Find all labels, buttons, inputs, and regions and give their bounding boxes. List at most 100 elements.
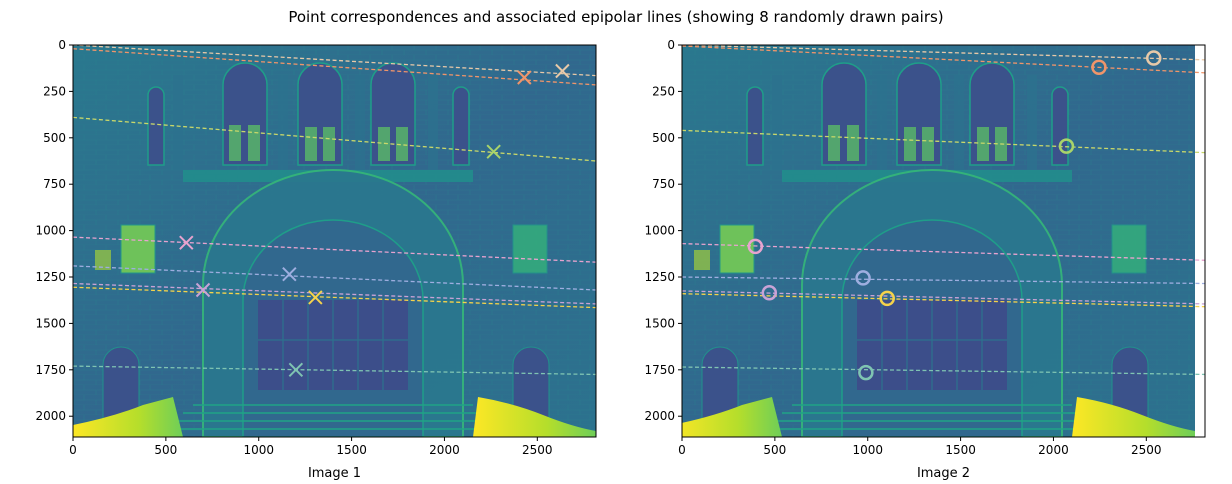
epipolar-line-2 bbox=[682, 45, 1205, 74]
point-x-marker-4 bbox=[179, 235, 194, 250]
epipolar-line-7 bbox=[73, 286, 596, 309]
y-tick: 1500 bbox=[35, 316, 73, 330]
epipolar-line-3 bbox=[73, 116, 596, 162]
y-tick-label: 500 bbox=[652, 131, 675, 145]
x-tick-label: 500 bbox=[154, 443, 177, 457]
y-tick-label: 0 bbox=[58, 38, 66, 52]
epipolar-line-3 bbox=[682, 129, 1205, 154]
y-tick: 1250 bbox=[644, 270, 682, 284]
y-tick: 1000 bbox=[644, 224, 682, 238]
epipolar-line-8 bbox=[73, 365, 596, 376]
epipolar-line-2 bbox=[73, 48, 596, 86]
epipolar-line-1 bbox=[73, 45, 596, 77]
point-circle-marker-4 bbox=[747, 238, 764, 255]
point-circle-marker-7 bbox=[879, 290, 895, 307]
x-tick: 500 bbox=[154, 437, 177, 457]
x-tick: 2500 bbox=[1131, 437, 1162, 457]
x-tick-label: 500 bbox=[763, 443, 786, 457]
y-tick-label: 1000 bbox=[644, 224, 675, 238]
epipolar-line-4 bbox=[73, 236, 596, 263]
y-tick: 1000 bbox=[35, 224, 73, 238]
y-tick-label: 1500 bbox=[35, 316, 66, 330]
x-tick-label: 1500 bbox=[945, 443, 976, 457]
point-circle-marker-8 bbox=[858, 364, 874, 381]
epipolar-line-6 bbox=[682, 290, 1205, 305]
y-tick: 750 bbox=[43, 177, 73, 191]
axes-2: 0 500 1000 1500 2000 2500 0 250 500 750 1000 1250 15… bbox=[644, 38, 1206, 481]
y-tick-label: 2000 bbox=[35, 409, 66, 423]
y-tick-label: 2000 bbox=[644, 409, 675, 423]
x-tick: 0 bbox=[678, 437, 686, 457]
epipolar-line-5 bbox=[682, 276, 1205, 285]
point-circle-marker-5 bbox=[855, 270, 871, 286]
y-tick-label: 750 bbox=[652, 177, 675, 191]
y-tick: 500 bbox=[43, 131, 73, 145]
y-tick: 750 bbox=[652, 177, 682, 191]
x-tick-label: 2500 bbox=[1131, 443, 1162, 457]
y-tick: 250 bbox=[43, 84, 73, 98]
point-x-marker-2 bbox=[517, 70, 532, 85]
x-tick: 1500 bbox=[945, 437, 976, 457]
x-tick-label: 1000 bbox=[243, 443, 274, 457]
x-axis-label: Image 1 bbox=[308, 466, 361, 481]
x-tick-label: 2000 bbox=[1038, 443, 1069, 457]
point-circle-marker-3 bbox=[1058, 138, 1075, 154]
point-circle-marker-1 bbox=[1145, 50, 1162, 66]
y-tick-label: 250 bbox=[652, 84, 675, 98]
point-x-marker-7 bbox=[308, 290, 323, 305]
y-tick-label: 1250 bbox=[644, 270, 675, 284]
y-tick: 250 bbox=[652, 84, 682, 98]
x-tick: 1000 bbox=[852, 437, 883, 457]
x-tick-label: 0 bbox=[69, 443, 77, 457]
epipolar-line-7 bbox=[682, 293, 1205, 308]
x-tick: 1500 bbox=[336, 437, 367, 457]
y-tick: 0 bbox=[667, 38, 682, 52]
epipolar-line-8 bbox=[682, 366, 1205, 376]
x-tick-label: 1000 bbox=[852, 443, 883, 457]
figure-title: Point correspondences and associated epi… bbox=[288, 8, 944, 26]
y-tick-label: 250 bbox=[43, 84, 66, 98]
axes-frame bbox=[681, 44, 1206, 438]
y-tick: 1500 bbox=[644, 316, 682, 330]
point-circle-marker-6 bbox=[761, 285, 778, 301]
y-tick-label: 1000 bbox=[35, 224, 66, 238]
point-x-marker-6 bbox=[195, 282, 211, 298]
y-tick: 1750 bbox=[644, 363, 682, 377]
epipolar-line-5 bbox=[73, 265, 596, 291]
y-tick-label: 0 bbox=[667, 38, 675, 52]
x-tick-label: 1500 bbox=[336, 443, 367, 457]
x-tick: 2500 bbox=[522, 437, 553, 457]
y-tick-label: 500 bbox=[43, 131, 66, 145]
x-tick-label: 0 bbox=[678, 443, 686, 457]
y-tick: 1750 bbox=[35, 363, 73, 377]
point-x-marker-3 bbox=[486, 144, 501, 159]
x-tick: 2000 bbox=[429, 437, 460, 457]
x-tick: 1000 bbox=[243, 437, 274, 457]
y-tick-label: 1500 bbox=[644, 316, 675, 330]
y-tick-label: 1750 bbox=[35, 363, 66, 377]
axes-1: 0 500 1000 1500 2000 2500 0 250 500 750 1000 1250 15… bbox=[35, 38, 597, 481]
epipolar-line-4 bbox=[682, 242, 1205, 261]
point-x-marker-1 bbox=[555, 63, 570, 79]
epipolar-line-1 bbox=[682, 45, 1205, 61]
point-x-marker-8 bbox=[288, 362, 304, 378]
x-tick: 500 bbox=[763, 437, 786, 457]
y-tick: 500 bbox=[652, 131, 682, 145]
point-circle-marker-2 bbox=[1091, 59, 1107, 76]
y-tick: 2000 bbox=[644, 409, 682, 423]
y-tick: 1250 bbox=[35, 270, 73, 284]
epipolar-line-6 bbox=[73, 282, 596, 305]
x-tick-label: 2500 bbox=[522, 443, 553, 457]
x-tick: 2000 bbox=[1038, 437, 1069, 457]
y-tick-label: 1750 bbox=[644, 363, 675, 377]
y-tick: 2000 bbox=[35, 409, 73, 423]
x-tick-label: 2000 bbox=[429, 443, 460, 457]
x-tick: 0 bbox=[69, 437, 77, 457]
y-tick-label: 750 bbox=[43, 177, 66, 191]
axes-frame bbox=[72, 44, 597, 438]
x-axis-label: Image 2 bbox=[917, 466, 970, 481]
y-tick-label: 1250 bbox=[35, 270, 66, 284]
y-tick: 0 bbox=[58, 38, 73, 52]
point-x-marker-5 bbox=[282, 267, 297, 282]
